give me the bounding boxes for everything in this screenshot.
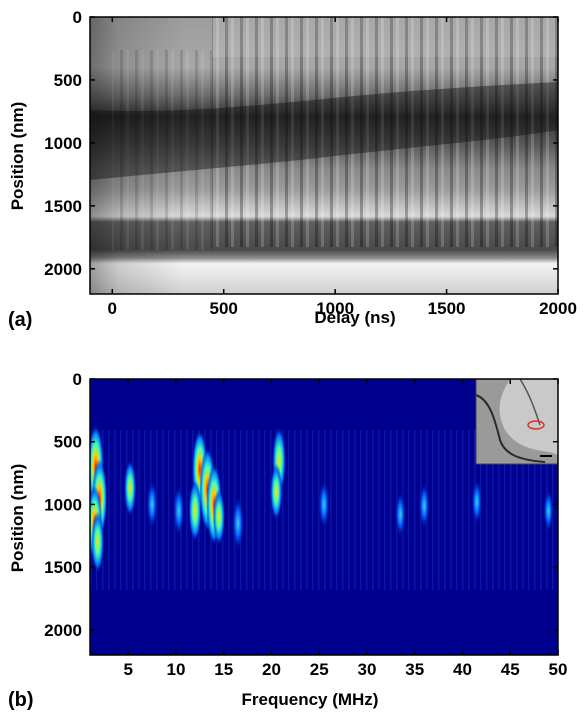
y-tick-label: 1000: [44, 495, 82, 514]
hotspot-mark: [124, 460, 137, 517]
y-tick-label: 0: [73, 370, 82, 389]
x-tick-label: 10: [166, 660, 185, 679]
panel-a: 0 500 1000 1500 2000 0 500 1000 1500 2000 Delay …: [8, 8, 577, 331]
hotspot-mark: [91, 511, 105, 573]
grayscale-heatmap: [90, 17, 558, 294]
x-tick-label: 35: [405, 660, 424, 679]
hotspot-mark: [173, 485, 185, 536]
hotspot-mark: [146, 480, 158, 529]
x-tick-label: 30: [358, 660, 377, 679]
hotspot-mark: [543, 489, 554, 532]
x-tick-label: 0: [108, 299, 117, 318]
panel-b: 5 10 15 20 25 30 35 40 45 50 0 500 1000 1500 2000 Fre…: [8, 370, 567, 711]
y-axis-a: 0 500 1000 1500 2000: [44, 8, 558, 279]
x-tick-label: 40: [453, 660, 472, 679]
hotspot-mark: [188, 479, 202, 542]
x-tick-label: 2000: [539, 299, 577, 318]
x-axis-title-a: Delay (ns): [314, 308, 395, 327]
x-axis-b: 5 10 15 20 25 30 35 40 45 50: [123, 379, 567, 679]
panel-label-b: (b): [8, 689, 34, 711]
y-tick-label: 1500: [44, 558, 82, 577]
x-tick-label: 25: [310, 660, 329, 679]
hotspot-mark: [471, 479, 483, 525]
hotspot-mark: [419, 483, 430, 529]
x-tick-label: 15: [214, 660, 233, 679]
y-tick-label: 1000: [44, 134, 82, 153]
y-tick-label: 2000: [44, 260, 82, 279]
panel-label-a: (a): [8, 309, 32, 331]
hotspot-mark: [232, 496, 244, 550]
x-axis-title-b: Frequency (MHz): [242, 690, 379, 709]
x-tick-label: 1000: [316, 299, 354, 318]
y-axis-title-a: Position (nm): [8, 102, 27, 211]
y-tick-label: 500: [54, 71, 82, 90]
x-axis-a: 0 500 1000 1500 2000: [108, 17, 577, 318]
inset-micrograph: [475, 378, 559, 465]
hotspots: [90, 424, 554, 573]
x-tick-label: 45: [501, 660, 520, 679]
hotspot-mark: [318, 480, 330, 529]
x-tick-label: 50: [549, 660, 568, 679]
y-tick-label: 1500: [44, 197, 82, 216]
x-tick-label: 500: [210, 299, 238, 318]
plot-frame-a: [89, 16, 559, 295]
hotspot-mark: [270, 463, 283, 520]
x-tick-label: 20: [262, 660, 281, 679]
x-tick-label: 1500: [428, 299, 466, 318]
y-axis-title-b: Position (nm): [8, 464, 27, 573]
hotspot-mark: [212, 489, 225, 545]
x-tick-label: 5: [123, 660, 132, 679]
plot-frame-b: [89, 378, 559, 656]
y-tick-label: 0: [73, 8, 82, 27]
hotspot-mark: [395, 492, 406, 537]
y-tick-label: 2000: [44, 621, 82, 640]
y-axis-b: 0 500 1000 1500 2000: [44, 370, 558, 640]
y-tick-label: 500: [54, 433, 82, 452]
